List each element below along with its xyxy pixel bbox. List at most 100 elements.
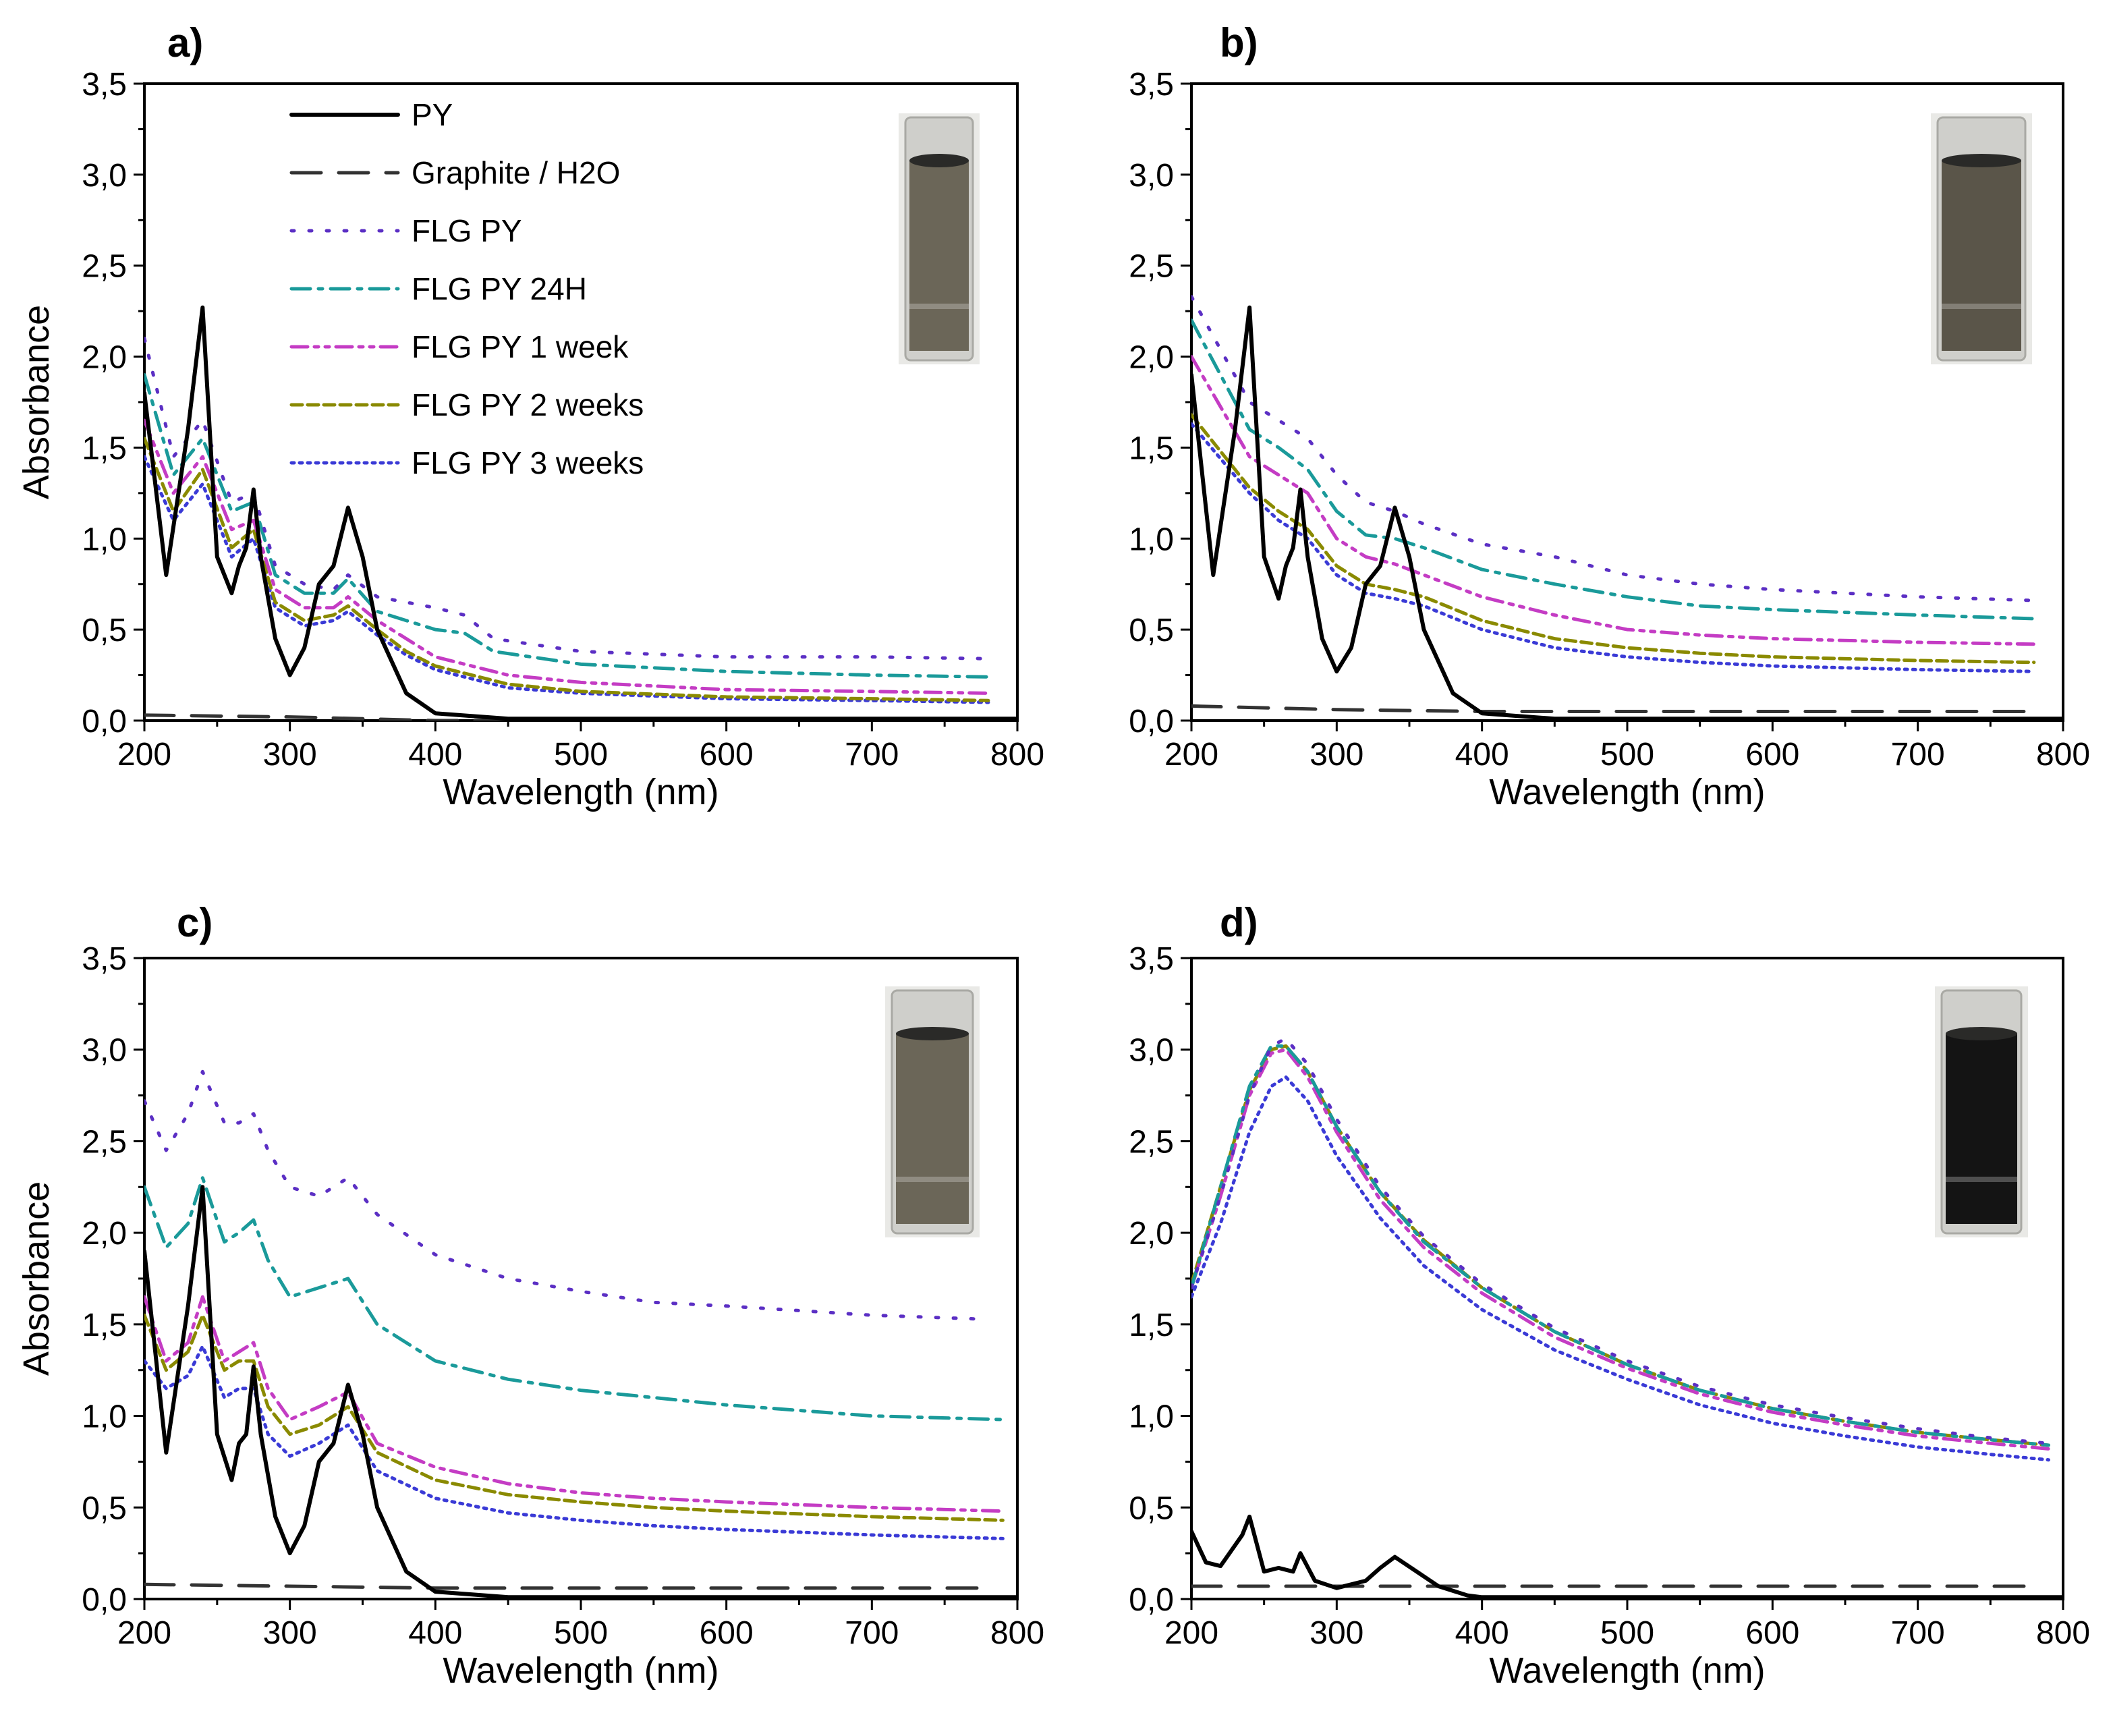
x-axis-title: Wavelength (nm) xyxy=(443,772,719,812)
x-tick-label: 500 xyxy=(554,737,608,773)
y-tick-label: 0,5 xyxy=(82,1490,127,1526)
series-line-flg2w xyxy=(1191,1044,2050,1447)
legend-label-flg1w: FLG PY 1 week xyxy=(412,329,629,364)
series-line-graphite xyxy=(144,713,990,721)
y-tick-label: 1,5 xyxy=(82,1308,127,1343)
x-tick-label: 200 xyxy=(117,1615,171,1651)
y-tick-label: 2,5 xyxy=(1129,249,1174,285)
x-tick-label: 500 xyxy=(1600,737,1654,773)
y-tick-label: 1,0 xyxy=(82,522,127,557)
vial-meniscus xyxy=(1946,1027,2017,1040)
panel-c: 200 300 400 500 600 700 800 0,0 0,5 1,0 1,5 2,0 2,5 3… xyxy=(16,900,1044,1691)
y-tick-label: 3,0 xyxy=(82,1033,127,1069)
y-tick-label: 2,5 xyxy=(82,249,127,285)
series-line-graphite xyxy=(144,1582,990,1590)
y-tick-label: 2,0 xyxy=(82,340,127,376)
panel-a: 200 300 400 500 600 700 800 0,0 0,5 1,0 1,5 2,0 2,5 3… xyxy=(16,20,1044,812)
x-tick-label: 400 xyxy=(1455,1615,1509,1651)
series-line-flg3w xyxy=(1191,422,2036,673)
vial-reflection xyxy=(1942,304,2021,309)
series-line-flg2w xyxy=(1191,413,2036,665)
x-tick-label: 200 xyxy=(117,737,171,773)
x-tick-label: 700 xyxy=(845,1615,899,1651)
x-tick-label: 700 xyxy=(1891,737,1945,773)
y-tick-label: 0,5 xyxy=(1129,1490,1174,1526)
vial-meniscus xyxy=(909,154,969,167)
vial-photo xyxy=(899,113,980,364)
series-line-py xyxy=(1191,305,2063,721)
vial-reflection xyxy=(909,304,969,309)
y-tick-label: 2,0 xyxy=(82,1216,127,1252)
x-tick-label: 300 xyxy=(263,737,317,773)
legend-label-graphite: Graphite / H2O xyxy=(412,155,620,190)
series-line-py xyxy=(144,1185,1017,1599)
y-tick-label: 2,5 xyxy=(82,1124,127,1160)
x-axis-title: Wavelength (nm) xyxy=(1489,1650,1765,1691)
y-tick-label: 3,5 xyxy=(1129,67,1174,103)
panel-letter: d) xyxy=(1220,900,1258,945)
y-axis-title: Absorbance xyxy=(16,1181,57,1376)
y-tick-label: 0,0 xyxy=(1129,704,1174,739)
vial-reflection xyxy=(1946,1177,2017,1182)
y-tick-label: 3,0 xyxy=(1129,1033,1174,1069)
x-tick-label: 700 xyxy=(1891,1615,1945,1651)
x-tick-label: 300 xyxy=(1309,1615,1363,1651)
x-tick-label: 600 xyxy=(700,1615,754,1651)
series-line-flg xyxy=(144,1069,976,1321)
vial-photo xyxy=(1935,986,2028,1237)
series-line-flg24 xyxy=(144,1176,1005,1422)
y-tick-label: 0,0 xyxy=(82,1582,127,1618)
legend-label-flg2w: FLG PY 2 weeks xyxy=(412,387,644,422)
y-axis-title: Absorbance xyxy=(16,305,57,499)
x-tick-label: 300 xyxy=(263,1615,317,1651)
y-tick-label: 2,0 xyxy=(1129,340,1174,376)
series-line-graphite xyxy=(1191,704,2036,713)
x-tick-label: 500 xyxy=(554,1615,608,1651)
x-tick-label: 600 xyxy=(1745,1615,1799,1651)
panel-letter: b) xyxy=(1220,20,1258,65)
vial-liquid xyxy=(909,161,969,351)
x-tick-label: 200 xyxy=(1164,737,1218,773)
panel-d: 200 300 400 500 600 700 800 0,0 0,5 1,0 1,5 2,0 2,5 3… xyxy=(1129,900,2090,1691)
series-line-flg3w xyxy=(1191,1075,2050,1462)
series-line-flg2w xyxy=(144,1313,1005,1522)
vial-meniscus xyxy=(1942,154,2021,167)
series-line-flg2w xyxy=(144,437,990,702)
plot-frame xyxy=(1190,957,2064,1600)
x-tick-label: 700 xyxy=(845,737,899,773)
y-tick-label: 0,5 xyxy=(82,613,127,648)
x-tick-label: 300 xyxy=(1309,737,1363,773)
vial-liquid xyxy=(1942,161,2021,351)
y-tick-label: 3,0 xyxy=(1129,158,1174,194)
x-tick-label: 800 xyxy=(2036,737,2090,773)
y-tick-label: 3,5 xyxy=(82,941,127,977)
vial-reflection xyxy=(896,1177,969,1182)
y-tick-label: 0,0 xyxy=(1129,1582,1174,1618)
series-line-flg24 xyxy=(1191,1044,2050,1447)
x-tick-label: 500 xyxy=(1600,1615,1654,1651)
y-tick-label: 3,5 xyxy=(1129,941,1174,977)
legend-label-py: PY xyxy=(412,97,453,132)
x-tick-label: 600 xyxy=(1745,737,1799,773)
series-line-flg3w xyxy=(144,455,990,704)
x-tick-label: 800 xyxy=(2036,1615,2090,1651)
x-tick-label: 400 xyxy=(1455,737,1509,773)
series-line-flg1w xyxy=(1191,1048,2050,1451)
y-tick-label: 2,0 xyxy=(1129,1216,1174,1252)
series-line-flg1w xyxy=(1191,355,2036,646)
series-line-flg xyxy=(1191,1036,2050,1445)
series-line-py xyxy=(1191,1514,2063,1599)
series-line-flg24 xyxy=(1191,318,2036,621)
y-tick-label: 1,5 xyxy=(1129,430,1174,466)
vial-meniscus xyxy=(896,1027,969,1040)
series-line-flg3w xyxy=(144,1344,1005,1540)
series-line-flg24 xyxy=(144,373,990,679)
legend-label-flg24: FLG PY 24H xyxy=(412,271,587,306)
x-tick-label: 800 xyxy=(990,1615,1044,1651)
series-line-flg xyxy=(1191,295,2036,603)
y-tick-label: 1,5 xyxy=(82,430,127,466)
x-axis-title: Wavelength (nm) xyxy=(443,1650,719,1691)
y-tick-label: 2,5 xyxy=(1129,1124,1174,1160)
series-line-flg xyxy=(144,337,990,661)
